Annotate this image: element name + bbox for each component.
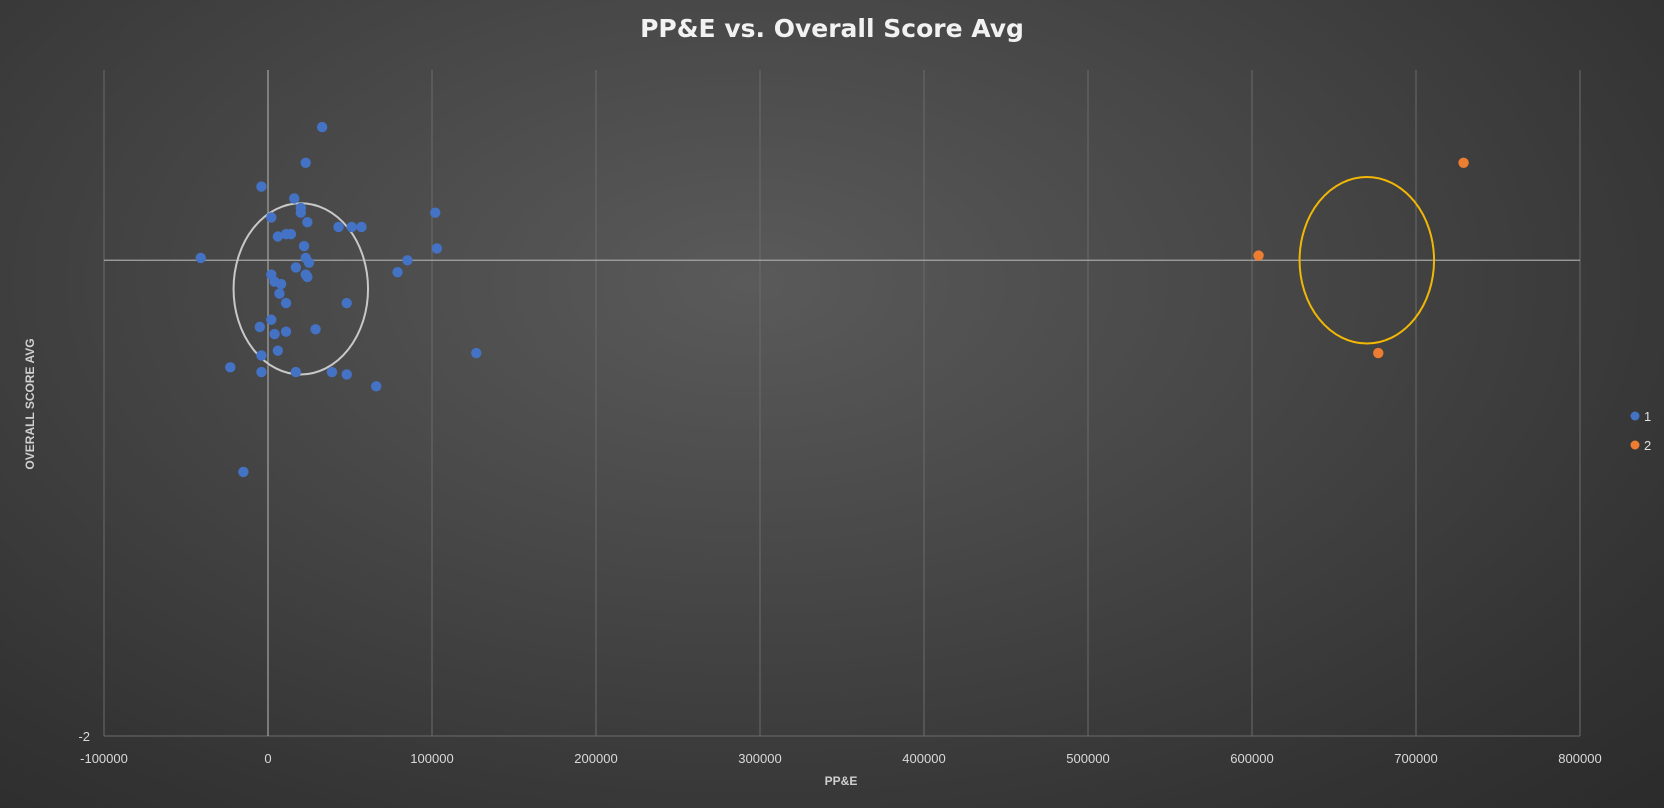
annotation-ellipse-2	[1298, 176, 1436, 345]
data-point-series-1	[225, 362, 236, 373]
data-point-series-1	[285, 228, 297, 240]
x-tick-label: 100000	[410, 751, 453, 766]
legend-label-1: 1	[1644, 409, 1651, 424]
data-point-series-1	[346, 221, 357, 233]
data-point-series-1	[238, 466, 249, 478]
data-point-series-1	[272, 231, 284, 242]
axes	[104, 70, 1580, 736]
chart-title: PP&E vs. Overall Score Avg	[640, 14, 1024, 43]
data-point-series-1	[310, 324, 321, 335]
data-point-series-1	[356, 221, 367, 233]
data-point-series-1	[333, 221, 344, 233]
legend: 12	[1630, 409, 1651, 453]
data-point-series-1	[290, 366, 302, 378]
data-point-series-1	[431, 243, 443, 254]
data-point-series-1	[371, 381, 382, 392]
data-point-series-1	[392, 266, 403, 278]
data-point-series-1	[300, 157, 311, 168]
data-point-series-1	[256, 181, 267, 192]
data-point-series-1	[430, 207, 441, 218]
data-point-series-1	[195, 252, 206, 264]
data-point-series-1	[402, 255, 413, 266]
data-point-series-2	[1253, 250, 1264, 261]
x-tick-label: 200000	[574, 751, 617, 766]
data-point-series-1	[254, 321, 265, 333]
data-point-series-1	[274, 288, 285, 299]
y-tick-label: -2	[78, 729, 90, 744]
data-point-series-1	[298, 240, 310, 252]
data-point-series-1	[302, 271, 313, 283]
gridlines	[103, 70, 1581, 737]
data-point-series-1	[256, 366, 267, 378]
y-axis-title: OVERALL SCORE AVG	[23, 338, 37, 469]
x-tick-label: 0	[264, 751, 271, 766]
data-point-series-1	[316, 121, 328, 133]
data-point-series-1	[266, 314, 277, 325]
data-point-series-2	[1373, 347, 1384, 359]
data-point-series-1	[280, 297, 292, 309]
x-tick-label: 400000	[902, 751, 945, 766]
data-point-series-1	[266, 212, 277, 223]
data-point-series-1	[275, 278, 287, 290]
x-tick-label: -100000	[80, 751, 128, 766]
data-point-series-1	[272, 345, 284, 356]
x-tick-label: 800000	[1558, 751, 1601, 766]
data-points	[195, 121, 1469, 478]
tick-labels: -100000 0 100000 200000 300000 400000 500000 60…	[78, 729, 1601, 766]
data-point-series-1	[303, 257, 315, 268]
annotations	[232, 176, 1436, 376]
data-point-series-2	[1458, 157, 1469, 168]
x-tick-label: 500000	[1066, 751, 1109, 766]
x-tick-label: 300000	[738, 751, 781, 766]
legend-marker-2	[1630, 440, 1640, 450]
data-point-series-1	[295, 207, 306, 218]
legend-label-2: 2	[1644, 438, 1651, 453]
data-point-series-1	[302, 217, 313, 228]
data-point-series-1	[341, 369, 352, 380]
legend-marker-1	[1630, 411, 1640, 421]
data-point-series-1	[289, 193, 300, 204]
data-point-series-1	[269, 328, 280, 340]
data-point-series-1	[290, 262, 302, 273]
data-point-series-1	[256, 350, 267, 361]
x-tick-label: 700000	[1394, 751, 1437, 766]
data-point-series-1	[471, 347, 482, 359]
data-point-series-1	[341, 297, 352, 309]
x-tick-label: 600000	[1230, 751, 1273, 766]
data-point-series-1	[326, 366, 338, 378]
x-axis-title: PP&E	[825, 774, 858, 788]
data-point-series-1	[280, 326, 292, 337]
